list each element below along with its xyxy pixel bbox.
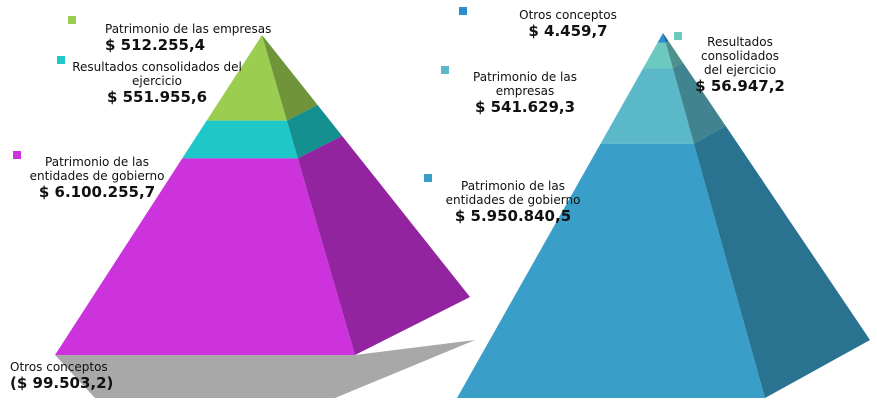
data-label: Patrimonio de las empresas $ 541.629,3 bbox=[470, 70, 580, 116]
pyramid-side bbox=[286, 105, 343, 159]
pyramid-shadow bbox=[55, 340, 475, 398]
category-label: Patrimonio de las empresas bbox=[473, 70, 577, 98]
category-label: Otros conceptos bbox=[10, 360, 108, 374]
data-label: Patrimonio de las entidades de gobierno $… bbox=[438, 179, 588, 225]
pyramid-segment bbox=[55, 158, 355, 355]
value-label: $ 6.100.255,7 bbox=[38, 183, 156, 201]
data-label: Otros conceptos ($ 99.503,2) bbox=[10, 360, 150, 392]
value-label: $ 512.255,4 bbox=[105, 36, 206, 54]
pyramid-segment bbox=[657, 33, 666, 43]
category-label: Patrimonio de las entidades de gobierno bbox=[445, 179, 581, 207]
data-label: Resultados consolidados del ejercicio $ 5… bbox=[72, 60, 242, 106]
category-label: Resultados consolidados del ejercicio bbox=[72, 60, 242, 88]
data-label: Otros conceptos $ 4.459,7 bbox=[478, 8, 658, 40]
legend-marker bbox=[57, 56, 65, 64]
legend-marker bbox=[674, 32, 682, 40]
legend-marker bbox=[13, 151, 21, 159]
legend-marker bbox=[424, 174, 432, 182]
value-label: $ 5.950.840,5 bbox=[454, 207, 572, 225]
shade bbox=[693, 126, 870, 399]
legend-marker bbox=[441, 66, 449, 74]
data-label: Resultados consolidados del ejercicio $ 5… bbox=[690, 35, 790, 95]
legend-marker bbox=[459, 7, 467, 15]
category-label: Otros conceptos bbox=[519, 8, 617, 22]
shade bbox=[262, 35, 318, 121]
value-label: ($ 99.503,2) bbox=[10, 374, 114, 392]
pyramid-segment bbox=[643, 42, 673, 69]
shade bbox=[665, 41, 684, 69]
pyramid-side bbox=[663, 33, 669, 43]
category-label: Patrimonio de las empresas bbox=[105, 22, 272, 36]
value-label: $ 4.459,7 bbox=[528, 22, 608, 40]
category-label: Patrimonio de las entidades de gobierno bbox=[29, 155, 165, 183]
data-label: Patrimonio de las entidades de gobierno $… bbox=[22, 155, 172, 201]
shade bbox=[672, 62, 726, 144]
legend-marker bbox=[68, 16, 76, 24]
shade bbox=[663, 33, 669, 43]
pyramid-segment bbox=[457, 143, 765, 398]
pyramid-segment bbox=[182, 120, 298, 159]
value-label: $ 551.955,6 bbox=[106, 88, 208, 106]
pyramid-side bbox=[665, 41, 684, 69]
shade bbox=[286, 105, 343, 159]
pyramid-segment bbox=[206, 35, 287, 121]
pyramid-side bbox=[297, 135, 470, 355]
value-label: $ 541.629,3 bbox=[474, 98, 576, 116]
value-label: $ 56.947,2 bbox=[695, 77, 785, 95]
pyramid-side bbox=[262, 35, 318, 121]
category-label: Resultados consolidados del ejercicio bbox=[701, 35, 779, 77]
pyramid-side bbox=[672, 62, 726, 144]
pyramid-segment bbox=[600, 68, 694, 144]
shade bbox=[297, 135, 470, 355]
data-label: Patrimonio de las empresas $ 512.255,4 bbox=[105, 22, 275, 54]
pyramid-side bbox=[693, 126, 870, 399]
